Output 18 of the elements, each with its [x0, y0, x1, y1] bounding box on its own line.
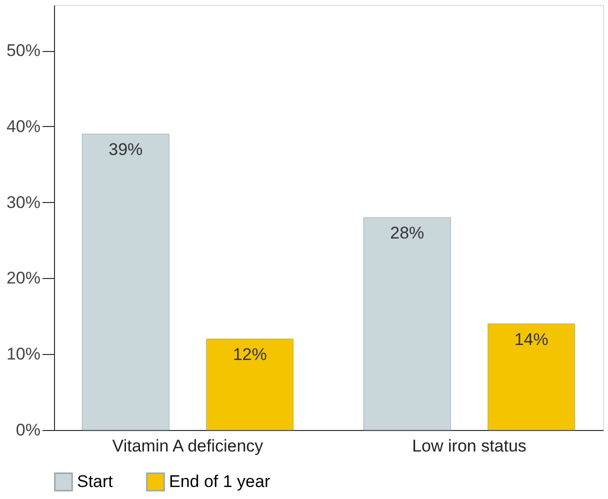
y-tick-label: 50% [6, 41, 40, 60]
bar [363, 217, 451, 430]
bar [206, 338, 294, 430]
x-tick-label: Vitamin A deficiency [112, 436, 264, 456]
y-tick-label: 0% [16, 420, 40, 440]
y-tick-label: 30% [6, 192, 40, 212]
y-tick-label: 40% [6, 116, 40, 136]
x-tick-label: Low iron status [412, 436, 526, 456]
bar [488, 324, 576, 430]
y-tick-label: 10% [6, 344, 40, 364]
y-tick-label: 20% [6, 268, 40, 288]
data-label: 39% [108, 140, 143, 160]
bar [82, 134, 170, 430]
legend-label: End of 1 year [169, 472, 270, 491]
data-label: 12% [232, 344, 267, 364]
data-label: 14% [514, 330, 548, 349]
legend-label: Start [77, 472, 114, 491]
data-label: 28% [390, 224, 424, 242]
